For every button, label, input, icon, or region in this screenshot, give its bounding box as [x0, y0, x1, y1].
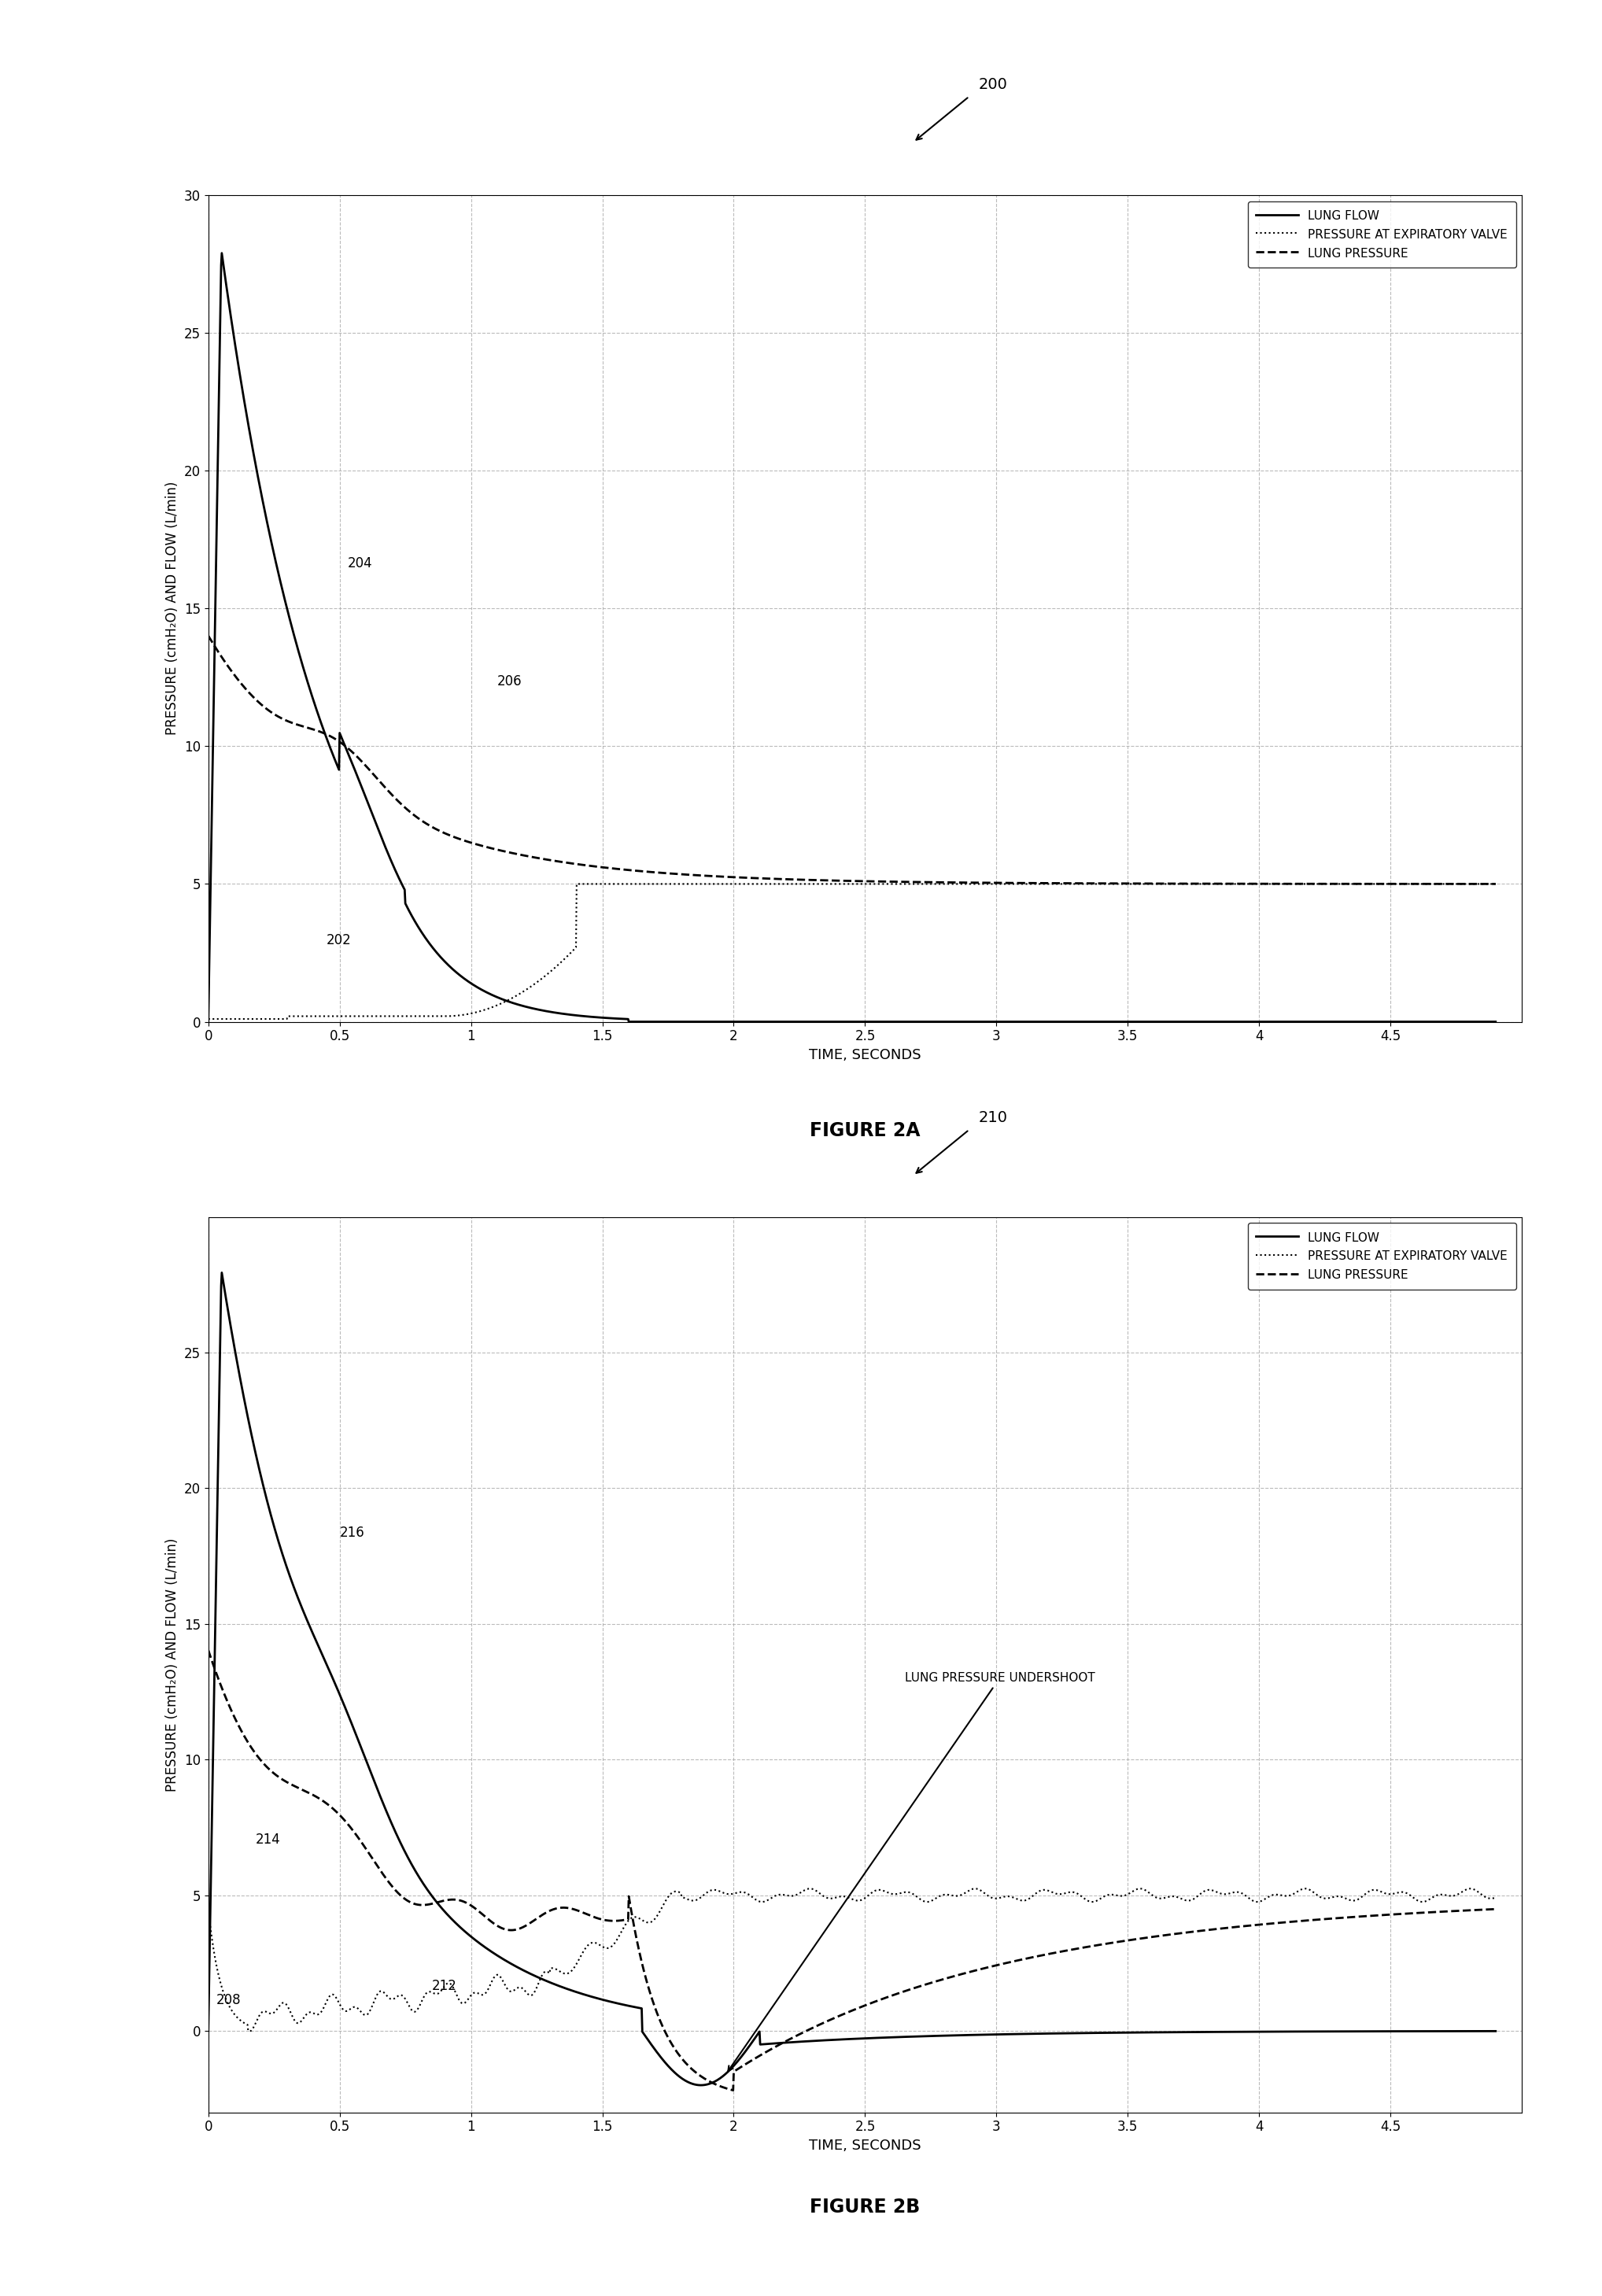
Line: LUNG PRESSURE: LUNG PRESSURE: [208, 1651, 1496, 2089]
Text: 208: 208: [216, 1993, 240, 2007]
LUNG FLOW: [1450, 1008, 1469, 1035]
X-axis label: TIME, SECONDS: TIME, SECONDS: [809, 2138, 921, 2154]
LUNG PRESSURE: [825, 2004, 844, 2032]
LUNG FLOW: [692, 2071, 711, 2099]
PRESSURE AT EXPIRATORY VALVE: [1487, 1885, 1506, 1913]
LUNG PRESSURE: [1487, 1894, 1506, 1922]
PRESSURE AT EXPIRATORY VALVE: [1448, 870, 1467, 898]
Legend: LUNG FLOW, PRESSURE AT EXPIRATORY VALVE, LUNG PRESSURE: LUNG FLOW, PRESSURE AT EXPIRATORY VALVE,…: [1248, 202, 1515, 269]
LUNG PRESSURE: [825, 868, 844, 895]
Text: 204: 204: [348, 556, 372, 569]
LUNG PRESSURE: [1448, 870, 1467, 898]
LUNG FLOW: [199, 1008, 218, 1035]
PRESSURE AT EXPIRATORY VALVE: [239, 2018, 258, 2046]
Text: LUNG PRESSURE UNDERSHOOT: LUNG PRESSURE UNDERSHOOT: [729, 1671, 1094, 2071]
PRESSURE AT EXPIRATORY VALVE: [825, 1885, 844, 1913]
PRESSURE AT EXPIRATORY VALVE: [1214, 1880, 1234, 1908]
LUNG FLOW: [1450, 2018, 1469, 2046]
PRESSURE AT EXPIRATORY VALVE: [1450, 1880, 1469, 1908]
LUNG PRESSURE: [1448, 870, 1467, 898]
Legend: LUNG FLOW, PRESSURE AT EXPIRATORY VALVE, LUNG PRESSURE: LUNG FLOW, PRESSURE AT EXPIRATORY VALVE,…: [1248, 1224, 1515, 1290]
PRESSURE AT EXPIRATORY VALVE: [1213, 870, 1232, 898]
LUNG FLOW: [211, 1258, 231, 1286]
PRESSURE AT EXPIRATORY VALVE: [264, 1998, 284, 2025]
Text: FIGURE 2B: FIGURE 2B: [811, 2197, 920, 2216]
PRESSURE AT EXPIRATORY VALVE: [1131, 1876, 1150, 1903]
PRESSURE AT EXPIRATORY VALVE: [791, 870, 811, 898]
LUNG PRESSURE: [264, 700, 284, 728]
PRESSURE AT EXPIRATORY VALVE: [199, 1006, 218, 1033]
LUNG FLOW: [1448, 1008, 1467, 1035]
PRESSURE AT EXPIRATORY VALVE: [264, 1006, 284, 1033]
LUNG PRESSURE: [724, 2076, 743, 2103]
X-axis label: TIME, SECONDS: TIME, SECONDS: [809, 1047, 921, 1063]
LUNG FLOW: [827, 2025, 846, 2053]
LUNG PRESSURE: [1487, 870, 1506, 898]
LUNG PRESSURE: [199, 622, 218, 650]
Text: 206: 206: [497, 675, 522, 689]
PRESSURE AT EXPIRATORY VALVE: [1450, 870, 1469, 898]
Text: 210: 210: [979, 1109, 1008, 1125]
LUNG PRESSURE: [264, 1759, 284, 1786]
LUNG FLOW: [791, 1008, 811, 1035]
LUNG PRESSURE: [1213, 1915, 1232, 1942]
LUNG FLOW: [1450, 2018, 1469, 2046]
Line: LUNG FLOW: LUNG FLOW: [208, 253, 1496, 1022]
Line: PRESSURE AT EXPIRATORY VALVE: PRESSURE AT EXPIRATORY VALVE: [208, 884, 1496, 1019]
PRESSURE AT EXPIRATORY VALVE: [825, 870, 844, 898]
LUNG FLOW: [791, 2027, 811, 2055]
LUNG FLOW: [825, 1008, 844, 1035]
Y-axis label: PRESSURE (cmH₂O) AND FLOW (L/min): PRESSURE (cmH₂O) AND FLOW (L/min): [165, 1538, 179, 1791]
LUNG FLOW: [199, 2018, 218, 2046]
LUNG PRESSURE: [1450, 1896, 1469, 1924]
Text: 200: 200: [979, 76, 1008, 92]
PRESSURE AT EXPIRATORY VALVE: [1450, 1880, 1469, 1908]
PRESSURE AT EXPIRATORY VALVE: [791, 1878, 811, 1906]
LUNG PRESSURE: [1213, 870, 1232, 898]
LUNG PRESSURE: [199, 1637, 218, 1665]
LUNG FLOW: [1487, 2018, 1506, 2046]
LUNG FLOW: [264, 542, 284, 569]
Line: LUNG FLOW: LUNG FLOW: [208, 1272, 1496, 2085]
Text: 214: 214: [256, 1832, 280, 1846]
Text: FIGURE 2A: FIGURE 2A: [809, 1120, 921, 1139]
PRESSURE AT EXPIRATORY VALVE: [1487, 870, 1506, 898]
Line: LUNG PRESSURE: LUNG PRESSURE: [208, 636, 1496, 884]
LUNG FLOW: [1487, 1008, 1506, 1035]
Line: PRESSURE AT EXPIRATORY VALVE: PRESSURE AT EXPIRATORY VALVE: [208, 1890, 1496, 2032]
PRESSURE AT EXPIRATORY VALVE: [567, 870, 586, 898]
Text: 202: 202: [327, 934, 351, 948]
Y-axis label: PRESSURE (cmH₂O) AND FLOW (L/min): PRESSURE (cmH₂O) AND FLOW (L/min): [165, 482, 179, 735]
LUNG FLOW: [1214, 2018, 1234, 2046]
LUNG FLOW: [211, 239, 231, 266]
LUNG PRESSURE: [790, 866, 809, 893]
LUNG PRESSURE: [791, 2020, 811, 2048]
Text: 212: 212: [431, 1979, 457, 1993]
Text: 216: 216: [340, 1527, 365, 1541]
LUNG PRESSURE: [1448, 1896, 1467, 1924]
LUNG FLOW: [264, 1515, 284, 1543]
PRESSURE AT EXPIRATORY VALVE: [199, 1894, 218, 1922]
LUNG FLOW: [1213, 1008, 1232, 1035]
